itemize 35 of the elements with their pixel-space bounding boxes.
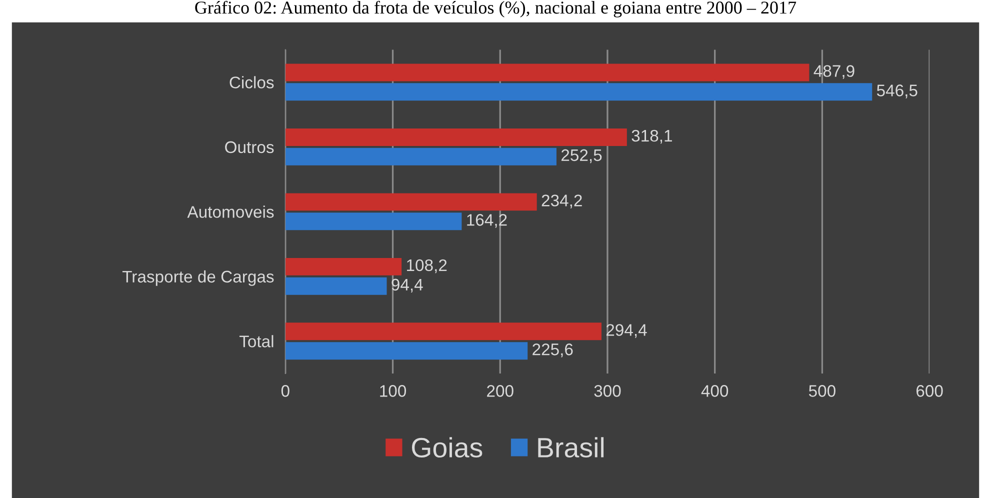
legend-label: Goias (412, 437, 482, 458)
y-tick-label: Automoveis (187, 206, 274, 218)
bar (285, 277, 387, 295)
y-tick-label: Outros (225, 141, 274, 154)
bar (285, 64, 810, 82)
bar (285, 342, 528, 360)
x-tick-label: 400 (701, 385, 728, 397)
y-tick-label: Trasporte de Cargas (122, 270, 274, 286)
data-label: 108,2 (407, 259, 447, 274)
chart-title: Gráfico 02: Aumento da frota de veículos (%), nacional e goiana entre 2000 – 2017 (195, 0, 796, 18)
legend-label: Brasil (538, 437, 604, 458)
data-label: 164,2 (467, 214, 507, 228)
bar (285, 148, 556, 166)
data-label: 318,1 (632, 130, 672, 144)
data-label: 94,4 (392, 278, 423, 293)
x-tick-label: 500 (808, 385, 836, 397)
data-label: 234,2 (542, 194, 582, 208)
bar (285, 193, 537, 211)
x-tick-label: 0 (281, 385, 290, 397)
bar (285, 322, 602, 340)
bar (285, 212, 462, 230)
bar (285, 258, 402, 276)
x-tick-label: 100 (380, 385, 406, 397)
bar (285, 128, 627, 146)
y-tick-label: Total (239, 335, 274, 348)
data-label: 487,9 (814, 65, 854, 79)
data-label: 252,5 (561, 149, 602, 164)
data-label: 294,4 (606, 324, 647, 338)
bar (285, 83, 872, 101)
x-tick-label: 600 (916, 385, 943, 397)
y-tick-label: Ciclos (230, 76, 274, 88)
data-label: 546,5 (876, 84, 918, 98)
data-label: 225,6 (532, 344, 573, 358)
x-tick-label: 300 (594, 385, 621, 397)
x-tick-label: 200 (487, 385, 514, 397)
